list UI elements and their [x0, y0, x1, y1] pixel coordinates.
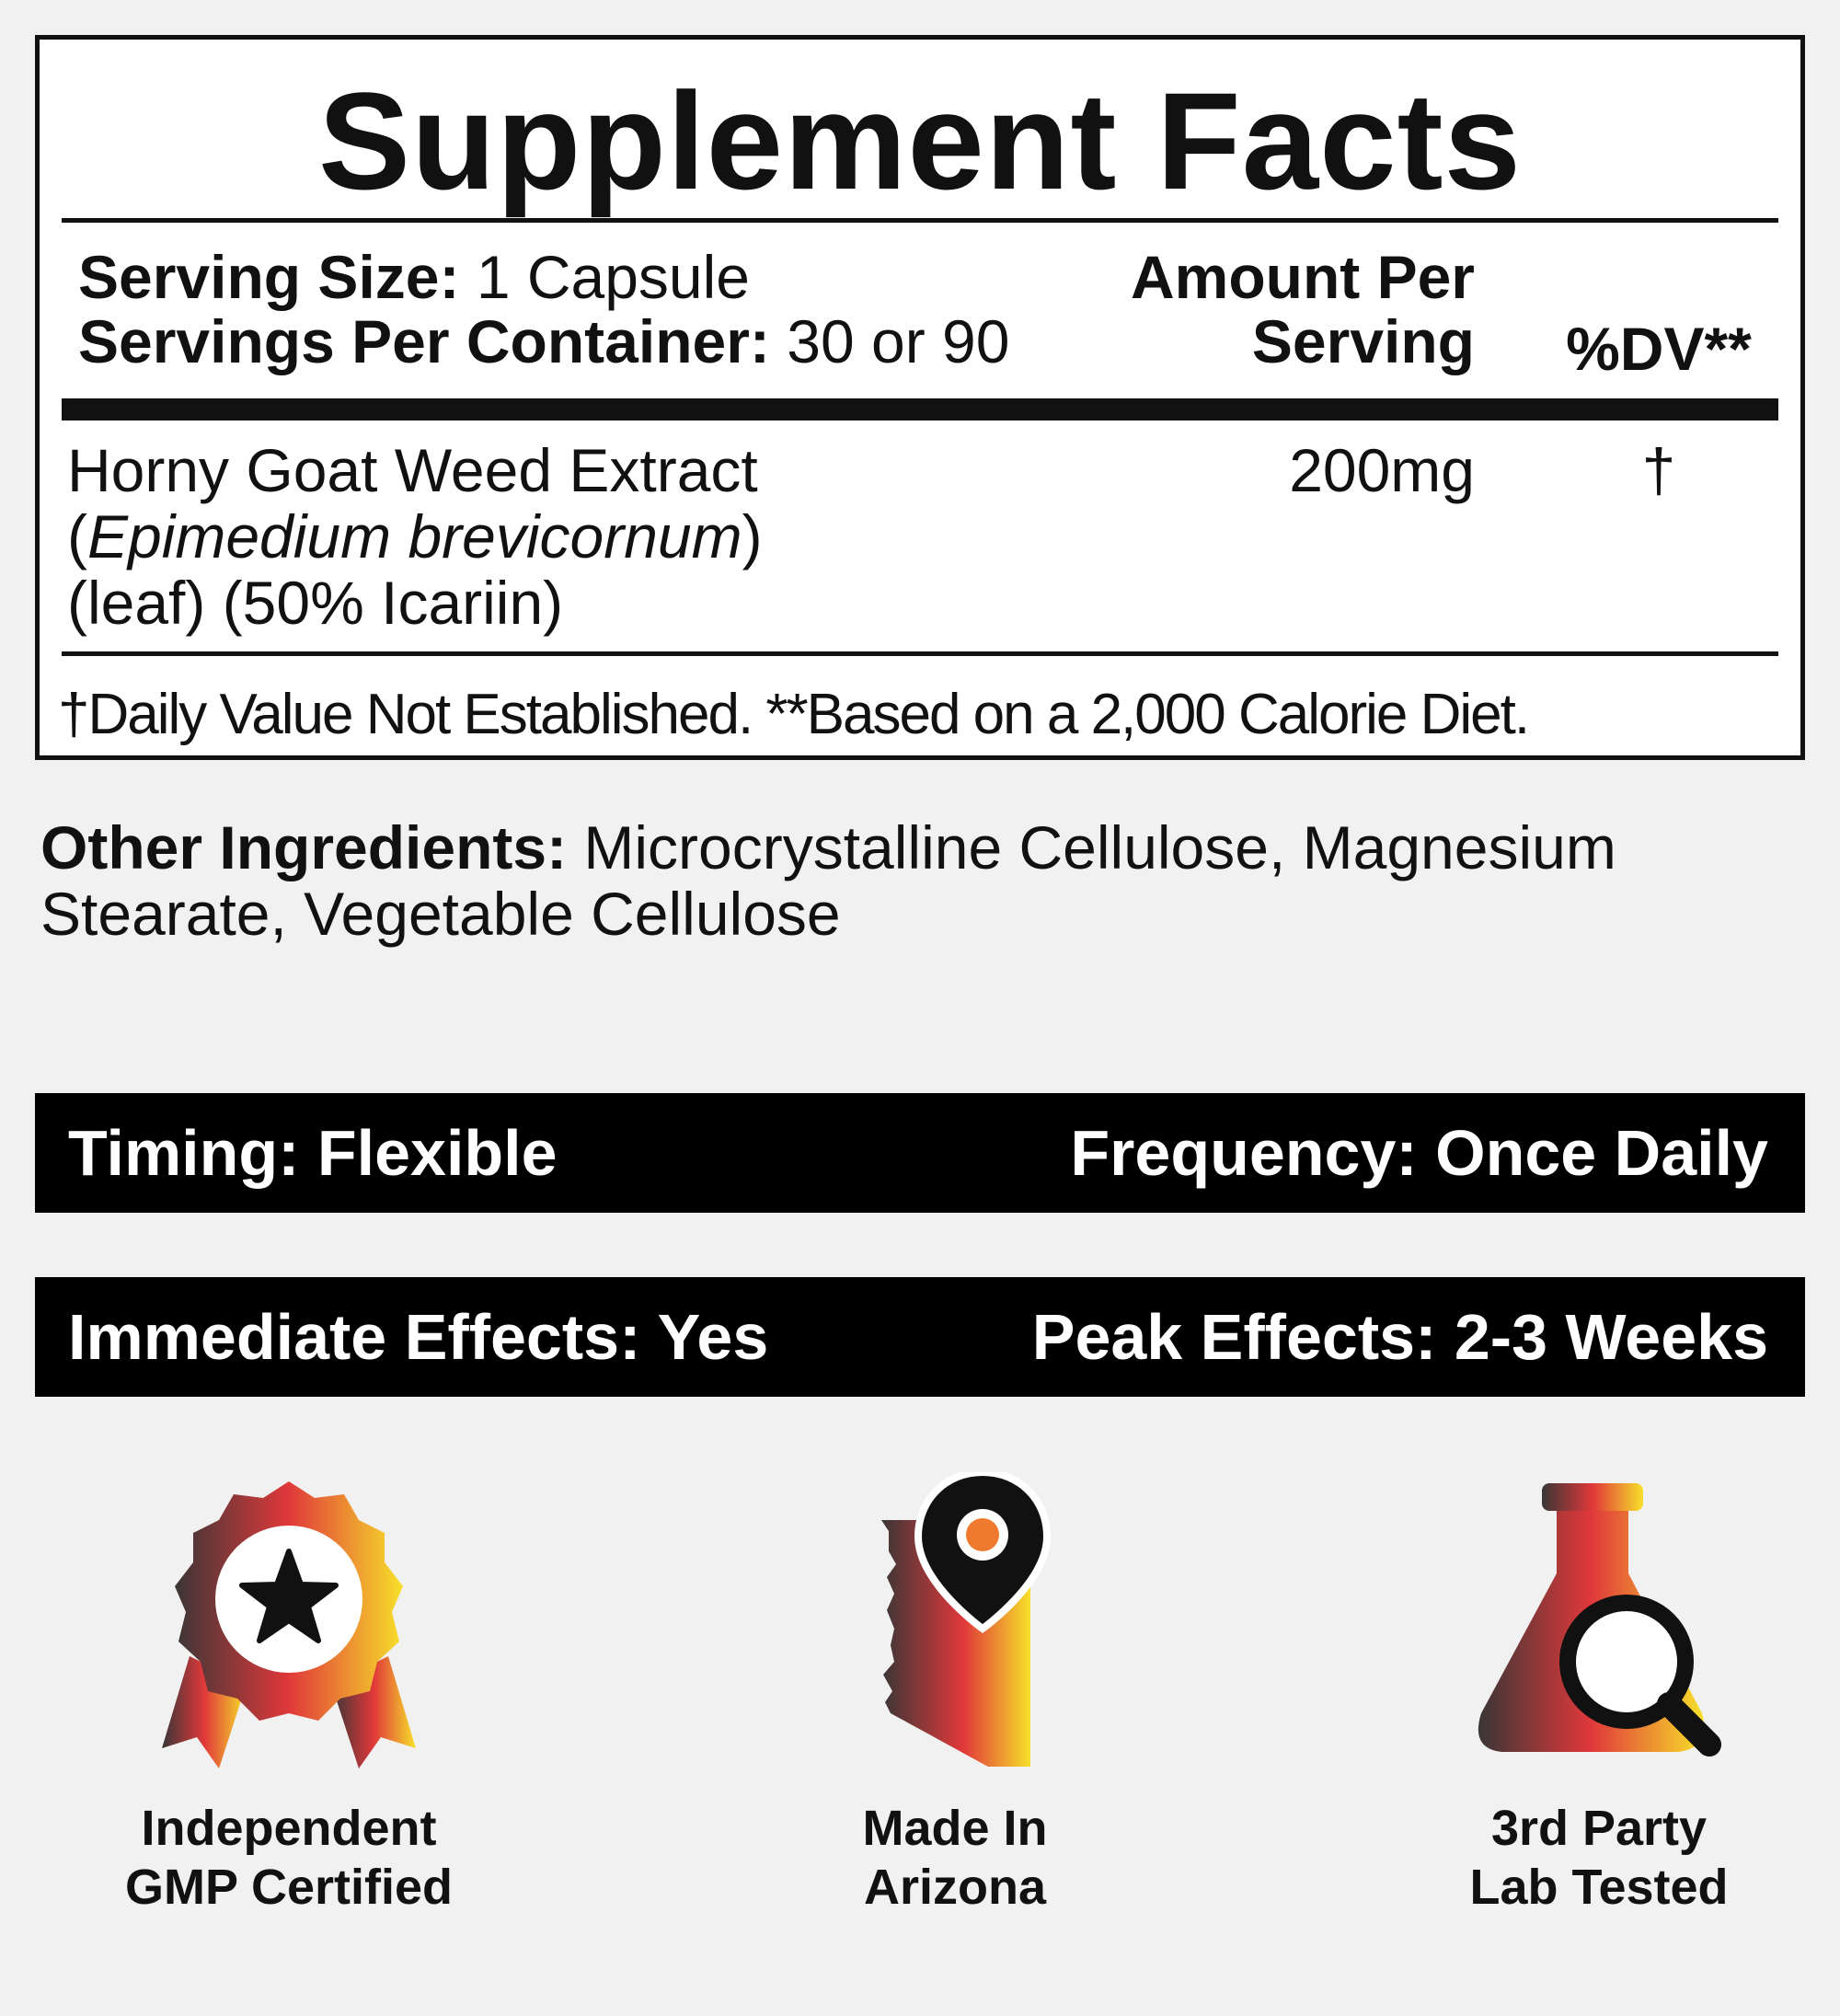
footnote: †Daily Value Not Established. **Based on…	[58, 683, 1530, 746]
servings-per-container-row: Servings Per Container: 30 or 90	[78, 308, 1009, 374]
lab-flask-magnifier-icon	[1478, 1483, 1721, 1757]
arizona-map-pin-icon	[881, 1472, 1052, 1767]
amount-header-line1: Amount Per	[1130, 243, 1475, 311]
thick-divider	[62, 398, 1778, 420]
badge-lab-caption: 3rd Party Lab Tested	[1469, 1801, 1729, 1915]
ingredient-name: Horny Goat Weed Extract	[67, 436, 758, 504]
ingredient-detail: (leaf) (50% Icariin)	[67, 569, 564, 637]
badge-lab-tested: 3rd Party Lab Tested	[1415, 1472, 1783, 1915]
serving-size-row: Serving Size: 1 Capsule	[78, 244, 750, 310]
badge-gmp-caption: Independent GMP Certified	[124, 1801, 454, 1915]
servings-per-container-value: 30 or 90	[787, 307, 1010, 375]
divider	[62, 651, 1778, 656]
immediate-effects-label: Immediate Effects: Yes	[68, 1301, 769, 1373]
timing-frequency-bar: Timing: Flexible Frequency: Once Daily	[35, 1093, 1805, 1213]
amount-header-line2: Serving	[1251, 307, 1475, 375]
serving-size-value: 1 Capsule	[476, 243, 751, 311]
ingredient-dv: †	[1641, 436, 1676, 504]
badge-arizona-caption: Made In Arizona	[862, 1801, 1048, 1915]
facts-title: Supplement Facts	[318, 63, 1522, 218]
ingredient-latin-row: (Epimedium brevicornum)	[67, 502, 763, 570]
ingredient-amount: 200mg	[1289, 436, 1475, 504]
peak-effects-label: Peak Effects: 2-3 Weeks	[1031, 1301, 1768, 1373]
serving-size-label: Serving Size:	[78, 243, 460, 311]
frequency-label: Frequency: Once Daily	[1070, 1117, 1768, 1189]
award-ribbon-star-icon	[162, 1481, 416, 1768]
effects-bar: Immediate Effects: Yes Peak Effects: 2-3…	[35, 1277, 1805, 1397]
badge-arizona: Made In Arizona	[771, 1472, 1139, 1915]
supplement-facts-panel: Supplement Facts Serving Size: 1 Capsule…	[35, 35, 1805, 760]
other-ingredients-value: Microcrystalline Cellulose, Magnesium St…	[40, 813, 1616, 948]
other-ingredients: Other Ingredients: Microcrystalline Cell…	[40, 814, 1807, 947]
divider	[62, 218, 1778, 223]
badge-gmp: Independent GMP Certified	[105, 1472, 473, 1915]
servings-per-container-label: Servings Per Container:	[78, 307, 770, 375]
other-ingredients-label: Other Ingredients:	[40, 813, 568, 881]
ingredient-latin: Epimedium brevicornum	[86, 502, 742, 570]
dv-header: %DV**	[1566, 315, 1752, 383]
timing-label: Timing: Flexible	[68, 1117, 558, 1189]
